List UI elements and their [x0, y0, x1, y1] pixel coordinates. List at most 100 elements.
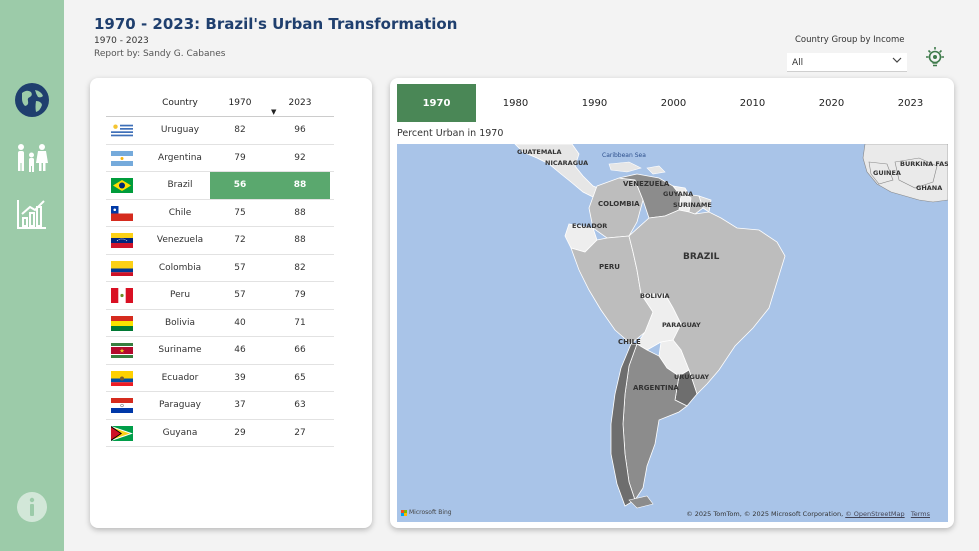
bar-chart-icon[interactable] — [12, 194, 52, 234]
table-header-divider — [106, 116, 334, 117]
table-row[interactable]: Brazil 56 88 — [106, 172, 334, 200]
map-label-paraguay: PARAGUAY — [662, 321, 701, 329]
map-copyright: © 2025 TomTom, © 2025 Microsoft Corporat… — [686, 510, 930, 518]
country-cell: Guyana — [162, 427, 198, 438]
country-cell: Bolivia — [164, 317, 196, 328]
table-row[interactable]: Colombia 57 82 — [106, 255, 334, 282]
flag-icon-venezuela — [111, 233, 133, 248]
family-icon[interactable] — [12, 138, 52, 178]
table-row[interactable]: Chile 75 88 — [106, 200, 334, 227]
value-2023-cell: 88 — [270, 172, 330, 199]
value-1970-cell: 82 — [234, 125, 246, 136]
country-cell: Chile — [168, 207, 192, 218]
map-label-guyana: GUYANA — [663, 190, 693, 198]
sidebar-rail — [0, 0, 64, 551]
terms-link[interactable]: Terms — [910, 510, 930, 518]
income-filter-label: Country Group by Income — [795, 35, 905, 45]
year-slicer: 1970 1980 1990 2000 2010 2020 2023 — [397, 84, 950, 122]
table-row[interactable]: Argentina 79 92 — [106, 145, 334, 172]
column-header-1970[interactable]: 1970 — [228, 98, 252, 108]
table-row[interactable]: Paraguay 37 63 — [106, 392, 334, 420]
year-tab-1970[interactable]: 1970 — [397, 84, 476, 122]
value-1970-cell: 40 — [234, 317, 246, 328]
flag-icon-ecuador — [111, 370, 133, 386]
value-1970-cell: 46 — [234, 345, 246, 356]
map-label-suriname: SURINAME — [673, 201, 712, 209]
map-title: Percent Urban in 1970 — [397, 128, 504, 139]
map-label-venezuela: VENEZUELA — [623, 180, 670, 188]
filled-map[interactable]: GUATEMALA NICARAGUA Caribbean Sea VENEZU… — [397, 144, 948, 522]
flag-icon-chile — [111, 205, 133, 221]
value-2023-cell: 71 — [294, 317, 306, 328]
value-1970-cell: 79 — [234, 152, 246, 163]
table-row[interactable]: Guyana 29 27 — [106, 420, 334, 447]
value-1970-cell: 57 — [234, 262, 246, 273]
flag-icon-suriname — [111, 343, 133, 358]
value-2023-cell: 66 — [294, 345, 306, 356]
value-1970-cell: 72 — [234, 235, 246, 246]
map-label-guatemala: GUATEMALA — [517, 148, 561, 156]
year-tab-1980[interactable]: 1980 — [502, 97, 529, 109]
table-row[interactable]: Venezuela 72 88 — [106, 227, 334, 255]
income-filter-value: All — [792, 58, 804, 68]
flag-icon-uruguay — [111, 123, 133, 138]
report-author: Report by: Sandy G. Cabanes — [94, 49, 226, 59]
country-cell: Uruguay — [160, 125, 200, 136]
country-cell: Suriname — [158, 345, 202, 356]
year-tab-2010[interactable]: 2010 — [739, 97, 766, 109]
map-label-argentina: ARGENTINA — [633, 384, 679, 392]
table-row[interactable]: Uruguay 82 96 — [106, 117, 334, 145]
year-tab-2000[interactable]: 2000 — [660, 97, 687, 109]
country-cell: Peru — [169, 290, 191, 301]
value-2023-cell: 88 — [294, 235, 306, 246]
value-2023-cell: 92 — [294, 152, 306, 163]
table-row[interactable]: Peru 57 79 — [106, 282, 334, 310]
map-label-brazil: BRAZIL — [683, 252, 720, 262]
country-cell: Colombia — [158, 262, 202, 273]
value-2023-cell: 63 — [294, 400, 306, 411]
country-cell: Brazil — [167, 180, 193, 191]
map-label-peru: PERU — [599, 263, 620, 271]
globe-icon[interactable] — [12, 80, 52, 120]
bing-logo: Microsoft Bing — [401, 509, 452, 516]
value-2023-cell: 82 — [294, 262, 306, 273]
flag-icon-argentina — [111, 150, 133, 166]
map-label-uruguay: URUGUAY — [674, 373, 709, 381]
value-1970-cell: 29 — [234, 427, 246, 438]
country-cell: Venezuela — [156, 235, 204, 246]
map-label-ecuador: ECUADOR — [572, 222, 607, 230]
flag-icon-paraguay — [111, 398, 133, 413]
year-tab-1990[interactable]: 1990 — [581, 97, 608, 109]
flag-icon-peru — [111, 288, 133, 303]
income-filter-dropdown[interactable]: All — [787, 53, 907, 72]
column-header-country[interactable]: Country — [162, 98, 198, 108]
year-tab-2020[interactable]: 2020 — [818, 97, 845, 109]
table-row[interactable]: Suriname 46 66 — [106, 337, 334, 365]
value-1970-cell: 39 — [234, 372, 246, 383]
table-row[interactable]: Bolivia 40 71 — [106, 310, 334, 337]
sort-descending-icon: ▼ — [271, 108, 277, 116]
value-2023-cell: 27 — [294, 427, 306, 438]
map-label-guinea: GUINEA — [873, 169, 901, 177]
value-2023-cell: 79 — [294, 290, 306, 301]
table-row[interactable]: Ecuador 39 65 — [106, 365, 334, 392]
map-label-bolivia: BOLIVIA — [640, 292, 670, 300]
page-subtitle: 1970 - 2023 — [94, 36, 149, 46]
map-label-colombia: COLOMBIA — [598, 200, 640, 208]
page-title: 1970 - 2023: Brazil's Urban Transformati… — [94, 15, 458, 33]
value-2023-cell: 88 — [294, 207, 306, 218]
value-2023-cell: 65 — [294, 372, 306, 383]
map-label-caribbean-sea: Caribbean Sea — [602, 152, 646, 159]
chevron-down-icon — [892, 57, 902, 67]
urban-percent-table: Country 1970 2023 ▼ Uruguay 82 96 Argentina… — [90, 78, 372, 528]
info-icon[interactable] — [12, 487, 52, 527]
map-label-ghana: GHANA — [916, 184, 942, 192]
flag-icon-bolivia — [111, 315, 133, 331]
map-card: 1970 1980 1990 2000 2010 2020 2023 Percent Urb… — [390, 78, 954, 528]
lightbulb-icon[interactable] — [922, 45, 948, 71]
bing-logo-text: Microsoft Bing — [409, 509, 452, 516]
country-cell: Ecuador — [161, 372, 199, 383]
column-header-2023[interactable]: 2023 — [288, 98, 312, 108]
openstreetmap-link[interactable]: © OpenStreetMap — [845, 510, 905, 518]
year-tab-2023[interactable]: 2023 — [897, 97, 924, 109]
